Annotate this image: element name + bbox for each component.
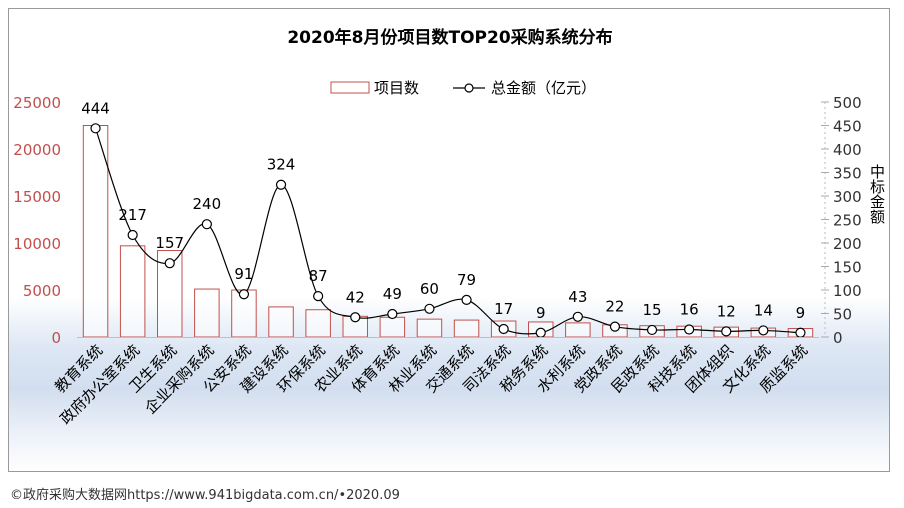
amount-point-2 — [127, 229, 138, 241]
left-axis: 0 5000 10000 15000 20000 25000 — [13, 94, 61, 347]
amount-point-13 — [535, 327, 546, 338]
bar-10 — [416, 318, 443, 338]
amount-point-8 — [350, 312, 361, 323]
amount-data-label: 49 — [383, 285, 402, 303]
chart-background — [9, 9, 889, 471]
line-series: 444 217 157 240 91 324 87 42 49 60 79 17 9 43 22 15 16 12… — [81, 99, 806, 338]
amount-data-label: 42 — [346, 288, 365, 306]
bar-11 — [453, 319, 480, 338]
right-axis-tick: 0 — [833, 329, 843, 347]
amount-point-14 — [572, 311, 583, 322]
right-axis-tick: 150 — [833, 259, 862, 277]
right-axis-tick: 50 — [833, 306, 852, 324]
right-axis-tick: 400 — [833, 141, 862, 159]
amount-point-5 — [238, 289, 250, 300]
left-axis-tick: 20000 — [13, 141, 61, 159]
chart-title: 2020年8月份项目数TOP20采购系统分布 — [287, 27, 612, 48]
right-axis-tick: 350 — [833, 165, 862, 183]
right-axis-tick: 300 — [833, 188, 862, 206]
amount-point-18 — [721, 326, 732, 337]
bar-14 — [565, 322, 591, 338]
left-axis-tick: 10000 — [13, 235, 61, 253]
amount-point-4 — [201, 219, 212, 230]
legend-bar-label: 项目数 — [374, 79, 419, 97]
amount-point-11 — [461, 294, 472, 305]
right-axis-title-text: 中标金额 — [868, 164, 886, 224]
amount-data-label: 157 — [155, 234, 184, 252]
amount-point-7 — [313, 291, 324, 302]
left-axis-tick: 15000 — [13, 188, 61, 206]
right-axis-tick: 450 — [833, 118, 862, 136]
amount-data-label: 43 — [568, 288, 587, 306]
source-footer: ©政府采购大数据网https://www.941bigdata.com.cn/•… — [10, 488, 400, 503]
amount-point-3 — [164, 258, 175, 269]
right-axis-title: 中标金额 — [868, 164, 886, 224]
left-axis-tick: 0 — [51, 329, 61, 347]
bar-2 — [119, 245, 146, 338]
right-axis-tick: 500 — [833, 94, 862, 112]
right-axis-tick: 250 — [833, 212, 862, 230]
right-axis: 0 50 100 150 200 250 300 350 400 450 500 — [821, 94, 862, 347]
amount-data-label: 22 — [605, 298, 624, 316]
amount-point-12 — [498, 323, 509, 335]
amount-data-label: 17 — [494, 300, 513, 318]
bar-4 — [194, 288, 220, 338]
amount-data-label: 14 — [754, 301, 773, 319]
amount-data-label: 87 — [309, 267, 328, 285]
legend-line-label: 总金额（亿元） — [491, 79, 596, 97]
amount-point-19 — [758, 325, 769, 336]
left-axis-tick: 25000 — [13, 94, 61, 112]
right-axis-tick: 100 — [833, 282, 862, 300]
legend-bar-swatch — [330, 81, 370, 94]
amount-point-10 — [424, 303, 435, 314]
chart-frame: 2020年8月份项目数TOP20采购系统分布 项目数 总金额（亿元） 0 5000… — [8, 8, 890, 472]
amount-data-label: 12 — [717, 302, 736, 320]
amount-point-9 — [387, 308, 398, 320]
bar-1 — [82, 125, 109, 338]
legend: 项目数 总金额（亿元） — [330, 79, 596, 97]
amount-data-label: 217 — [118, 206, 147, 224]
amount-data-label: 9 — [796, 304, 806, 322]
left-axis-tick: 5000 — [23, 282, 61, 300]
amount-data-label: 16 — [680, 300, 699, 318]
amount-data-label: 240 — [193, 195, 222, 213]
amount-point-15 — [609, 321, 621, 332]
amount-data-label: 60 — [420, 280, 439, 298]
right-axis-tick: 200 — [833, 235, 862, 253]
amount-data-label: 324 — [267, 156, 296, 174]
chart-svg: 2020年8月份项目数TOP20采购系统分布 项目数 总金额（亿元） 05000… — [9, 9, 889, 471]
amount-data-label: 15 — [643, 301, 662, 319]
amount-point-6 — [275, 179, 287, 190]
amount-data-label: 444 — [81, 99, 110, 117]
amount-data-label: 91 — [234, 265, 253, 283]
amount-point-16 — [646, 324, 658, 336]
bar-9 — [379, 316, 406, 338]
amount-point-20 — [795, 327, 806, 338]
bar-7 — [305, 309, 331, 338]
amount-point-1 — [90, 123, 101, 134]
amount-data-label: 79 — [457, 271, 476, 289]
legend-line-marker — [464, 83, 474, 93]
amount-point-17 — [684, 324, 695, 335]
bar-6 — [268, 306, 294, 338]
amount-data-label: 9 — [536, 304, 546, 322]
